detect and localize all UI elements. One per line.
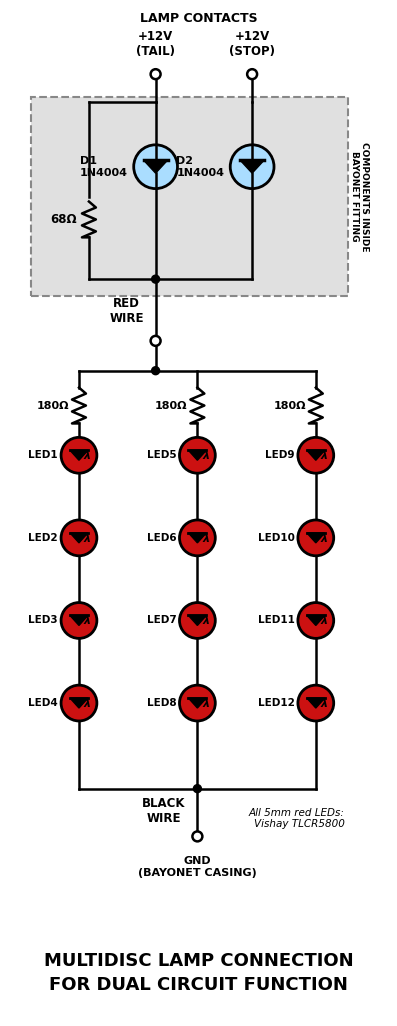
Polygon shape [144, 160, 168, 173]
Text: λ: λ [202, 451, 209, 462]
Text: λ: λ [84, 451, 91, 462]
Text: LED2: LED2 [29, 532, 58, 543]
Circle shape [61, 437, 97, 473]
Text: λ: λ [84, 534, 91, 544]
Text: LED7: LED7 [147, 616, 177, 626]
Text: λ: λ [321, 617, 328, 627]
Circle shape [61, 602, 97, 638]
Polygon shape [307, 616, 325, 626]
Circle shape [193, 831, 202, 841]
Polygon shape [189, 616, 206, 626]
Text: λ: λ [321, 451, 328, 462]
Text: LED11: LED11 [258, 616, 295, 626]
Polygon shape [307, 698, 325, 708]
Polygon shape [70, 616, 88, 626]
Text: BLACK
WIRE: BLACK WIRE [142, 796, 185, 825]
Text: λ: λ [202, 617, 209, 627]
Text: λ: λ [321, 699, 328, 709]
Text: λ: λ [321, 534, 328, 544]
Circle shape [179, 685, 215, 721]
Text: LED1: LED1 [29, 450, 58, 461]
Text: λ: λ [202, 699, 209, 709]
Text: λ: λ [202, 534, 209, 544]
Polygon shape [307, 450, 325, 461]
Text: +12V
(TAIL): +12V (TAIL) [136, 31, 175, 58]
Circle shape [150, 69, 160, 79]
Circle shape [179, 602, 215, 638]
Circle shape [193, 785, 201, 793]
Polygon shape [70, 450, 88, 461]
Text: MULTIDISC LAMP CONNECTION
FOR DUAL CIRCUIT FUNCTION: MULTIDISC LAMP CONNECTION FOR DUAL CIRCU… [44, 952, 353, 993]
Polygon shape [70, 698, 88, 708]
Circle shape [152, 275, 160, 283]
Text: 180Ω: 180Ω [274, 400, 306, 410]
Circle shape [247, 69, 257, 79]
Polygon shape [189, 698, 206, 708]
Text: LED9: LED9 [266, 450, 295, 461]
Text: RED
WIRE: RED WIRE [109, 297, 144, 325]
Circle shape [61, 685, 97, 721]
Text: λ: λ [84, 617, 91, 627]
Text: D2
1N4004: D2 1N4004 [176, 156, 224, 177]
Text: LED12: LED12 [258, 698, 295, 708]
Polygon shape [307, 532, 325, 543]
Text: COMPONENTS INSIDE
BAYONET FITTING: COMPONENTS INSIDE BAYONET FITTING [350, 142, 369, 251]
Text: 180Ω: 180Ω [155, 400, 187, 410]
Text: LED4: LED4 [28, 698, 58, 708]
Text: LED10: LED10 [258, 532, 295, 543]
Text: LAMP CONTACTS: LAMP CONTACTS [140, 12, 257, 26]
Polygon shape [240, 160, 264, 173]
Text: LED5: LED5 [147, 450, 177, 461]
Polygon shape [189, 532, 206, 543]
Text: All 5mm red LEDs:
Vishay TLCR5800: All 5mm red LEDs: Vishay TLCR5800 [249, 807, 345, 829]
Text: 180Ω: 180Ω [37, 400, 69, 410]
Circle shape [230, 145, 274, 189]
Circle shape [134, 145, 177, 189]
Circle shape [179, 520, 215, 556]
Circle shape [298, 437, 334, 473]
Text: GND
(BAYONET CASING): GND (BAYONET CASING) [138, 857, 257, 878]
Circle shape [61, 520, 97, 556]
Circle shape [298, 602, 334, 638]
Text: λ: λ [84, 699, 91, 709]
Text: 68Ω: 68Ω [50, 213, 77, 226]
Polygon shape [70, 532, 88, 543]
Text: +12V
(STOP): +12V (STOP) [229, 31, 275, 58]
Circle shape [150, 336, 160, 346]
Polygon shape [189, 450, 206, 461]
Text: LED8: LED8 [147, 698, 177, 708]
Circle shape [298, 685, 334, 721]
Circle shape [179, 437, 215, 473]
Text: D1
1N4004: D1 1N4004 [80, 156, 128, 177]
Circle shape [298, 520, 334, 556]
FancyBboxPatch shape [31, 97, 348, 297]
Circle shape [152, 366, 160, 374]
Text: LED3: LED3 [29, 616, 58, 626]
Text: LED6: LED6 [147, 532, 177, 543]
